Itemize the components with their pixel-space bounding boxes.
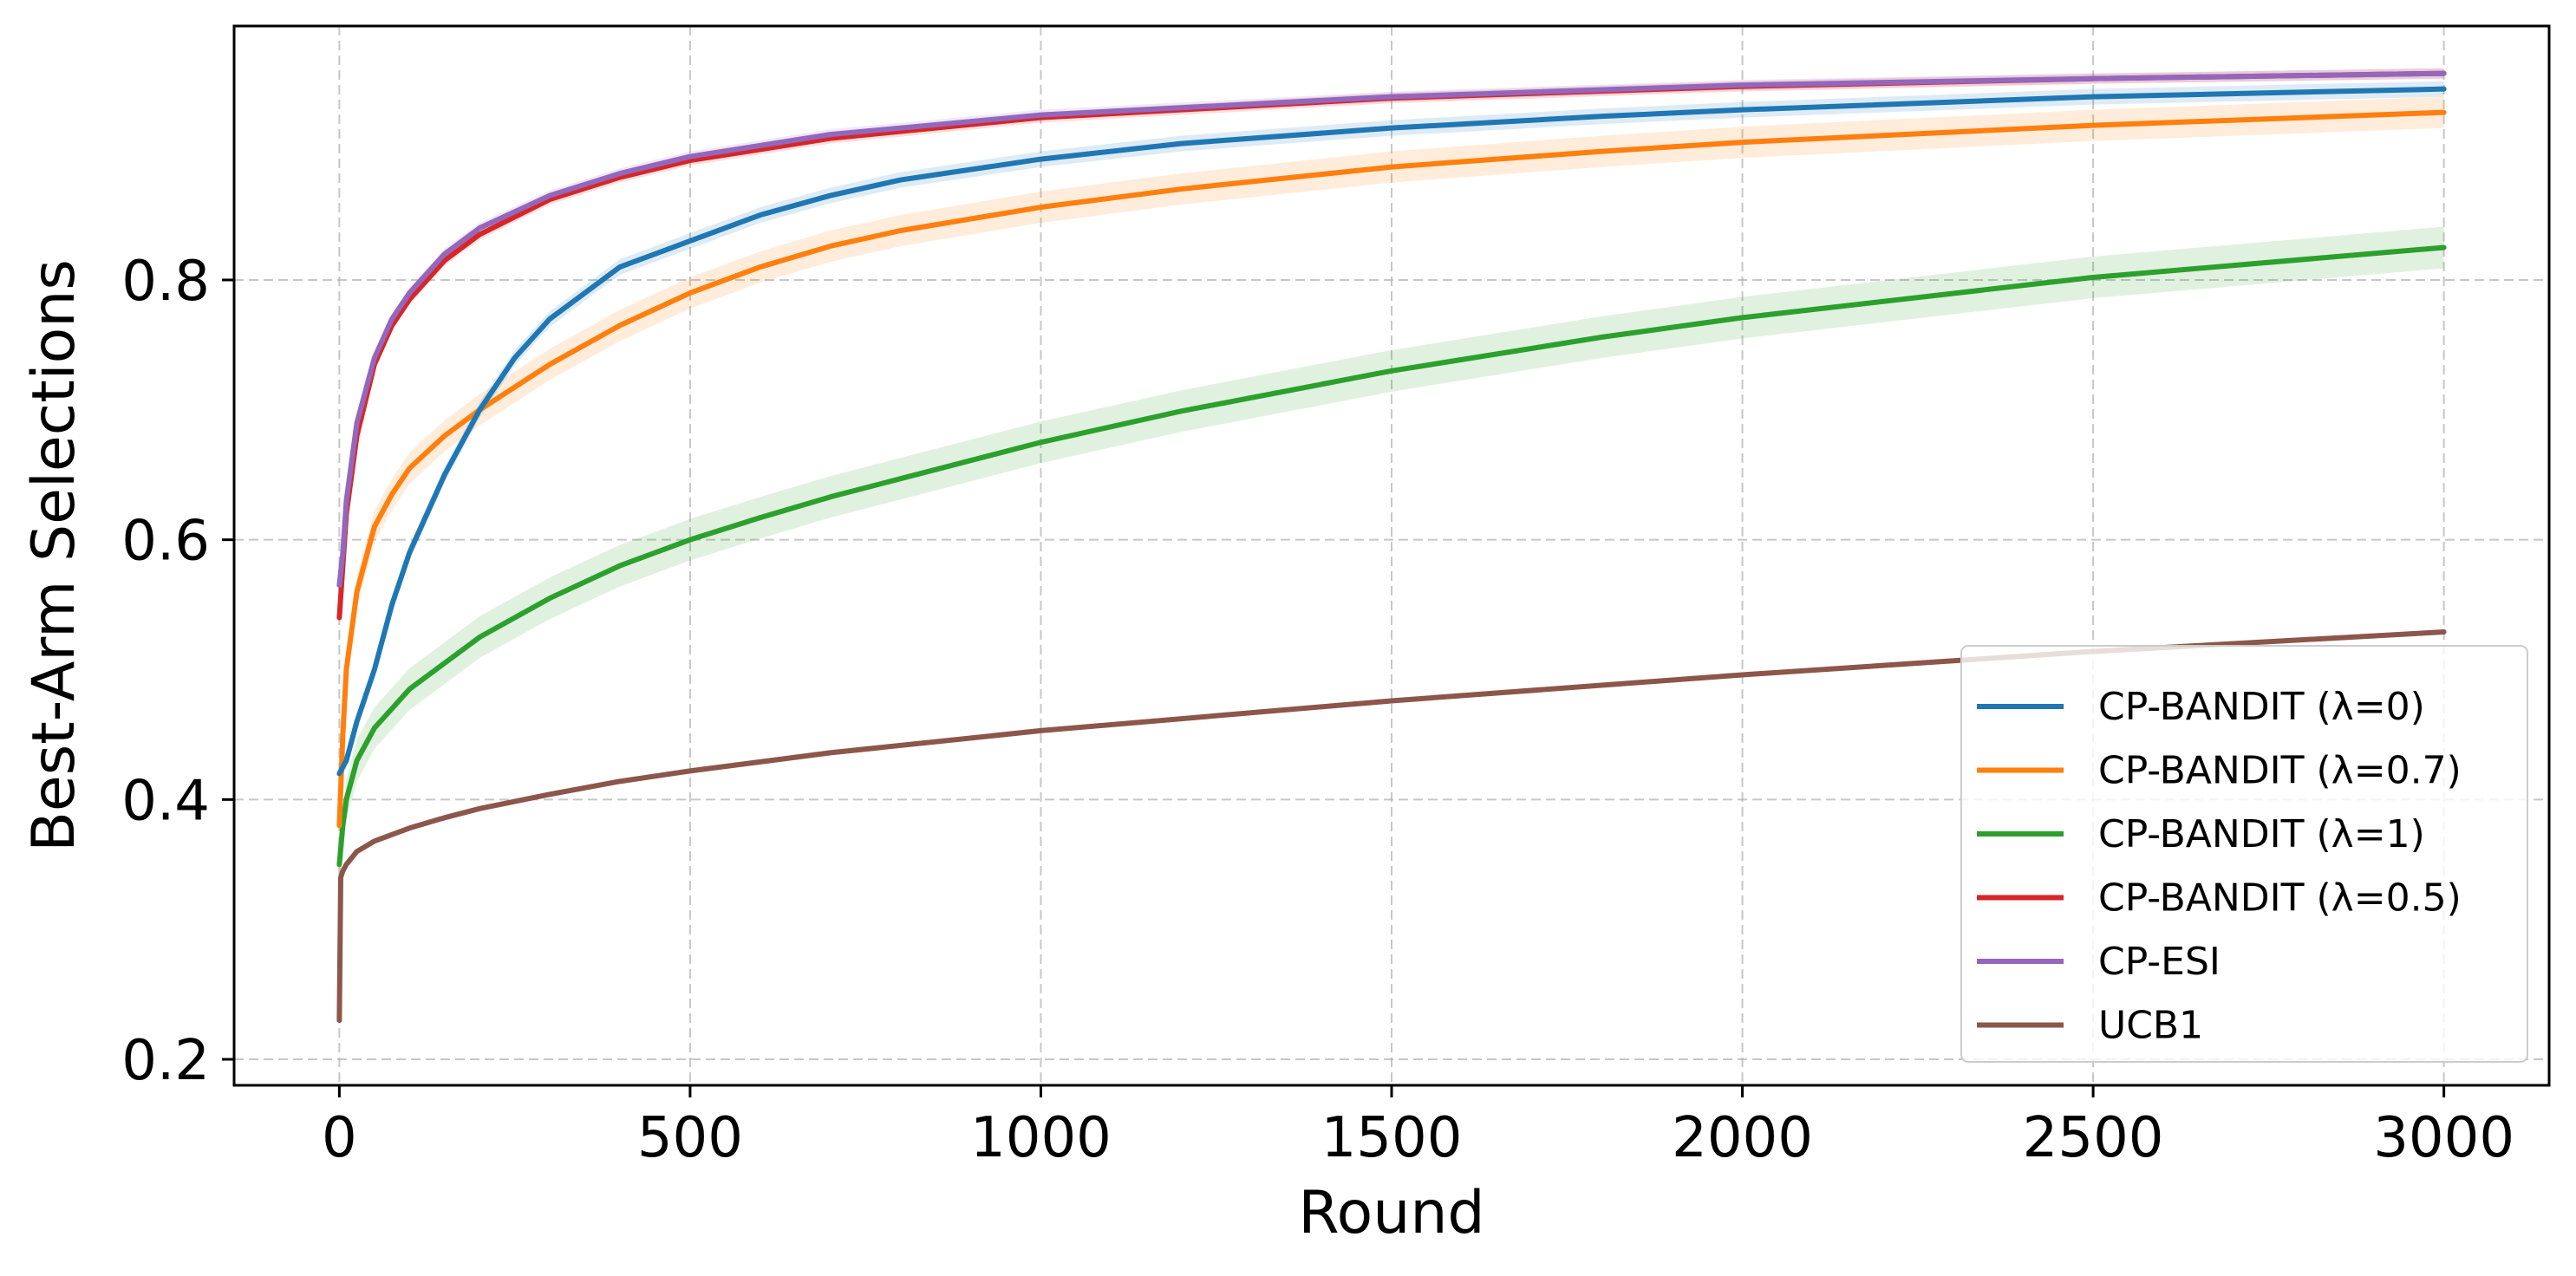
y-tick-label: 0.6 — [121, 510, 210, 574]
series-line — [336, 86, 2447, 777]
x-axis-label: Round — [1298, 1179, 1484, 1247]
x-tick-label: 2000 — [1672, 1106, 1813, 1170]
legend-label: CP-BANDIT (λ=0) — [2098, 685, 2425, 729]
x-tick-label: 1500 — [1321, 1106, 1463, 1170]
legend-box — [1960, 645, 2528, 1063]
x-tick-label: 3000 — [2373, 1106, 2514, 1170]
x-tick-label: 1000 — [970, 1106, 1112, 1170]
confidence-bands — [339, 68, 2444, 886]
legend-label: UCB1 — [2098, 1004, 2203, 1048]
y-tick-label: 0.8 — [121, 250, 210, 314]
y-tick-label: 0.2 — [121, 1029, 210, 1093]
legend: CP-BANDIT (λ=0) CP-BANDIT (λ=0.7) CP-BANDI… — [1960, 645, 2528, 1063]
x-tick-label: 2500 — [2023, 1106, 2164, 1170]
series-line — [336, 109, 2447, 829]
x-tick-label: 500 — [637, 1106, 743, 1170]
grid-lines — [234, 26, 2549, 1085]
legend-label: CP-BANDIT (λ=0.5) — [2098, 876, 2462, 921]
series-line — [336, 244, 2447, 868]
confidence-band — [339, 226, 2444, 886]
y-tick-label: 0.4 — [121, 769, 210, 833]
x-tick-label: 0 — [322, 1106, 357, 1170]
series-line — [336, 629, 2447, 1024]
legend-label: CP-BANDIT (λ=1) — [2098, 812, 2425, 856]
legend-label: CP-ESI — [2098, 940, 2221, 984]
series-lines — [336, 70, 2447, 1024]
y-axis-label: Best-Arm Selections — [20, 259, 88, 852]
series-line — [336, 70, 2447, 589]
axis-ticks: 0 500 1000 1500 2000 2500 3000 0.2 0.4 0.6 0.8 — [121, 250, 2514, 1170]
legend-label: CP-BANDIT (λ=0.7) — [2098, 749, 2462, 793]
